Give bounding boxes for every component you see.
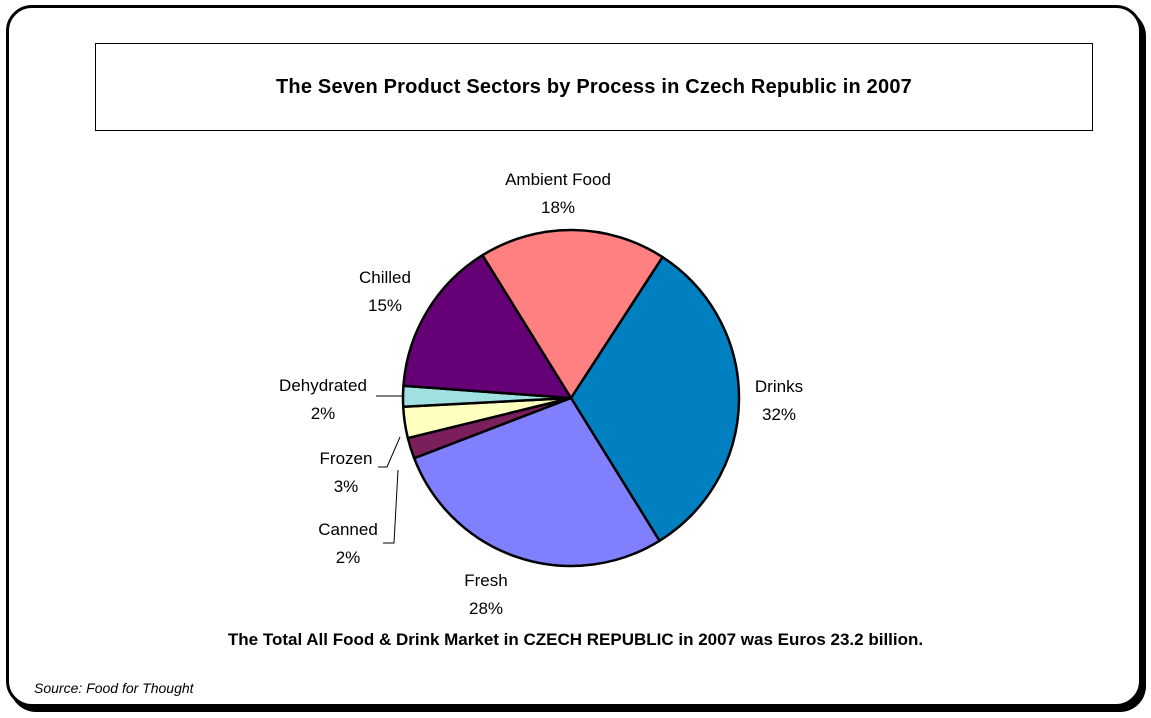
slice-labels: Drinks 32% Fresh 28% Canned 2% Frozen 3% Dehydra… <box>279 170 803 618</box>
source-note: Source: Food for Thought <box>34 680 194 696</box>
slice-label-fresh: Fresh 28% <box>464 571 507 618</box>
leader-line-canned <box>383 469 399 544</box>
slice-label-canned: Canned 2% <box>318 520 378 567</box>
slice-label-frozen: Frozen 3% <box>320 449 373 496</box>
slice-label-drinks: Drinks 32% <box>755 377 803 424</box>
slice-label-chilled: Chilled 15% <box>359 268 411 315</box>
pie-slices <box>401 228 741 568</box>
pie-slice-fresh <box>412 396 661 568</box>
leader-line-frozen <box>378 436 401 468</box>
pie-slice-drinks <box>569 255 741 543</box>
market-total-note: The Total All Food & Drink Market in CZE… <box>227 630 924 649</box>
chart-title: The Seven Product Sectors by Process in … <box>276 75 912 98</box>
leader-lines <box>376 395 402 544</box>
pie-slice-ambient-food <box>481 228 664 400</box>
chart-title-box: The Seven Product Sectors by Process in … <box>95 43 1093 131</box>
slice-label-dehydrated: Dehydrated 2% <box>279 376 367 423</box>
slice-label-ambient-food: Ambient Food 18% <box>505 170 611 217</box>
pie-slice-chilled <box>402 253 573 400</box>
